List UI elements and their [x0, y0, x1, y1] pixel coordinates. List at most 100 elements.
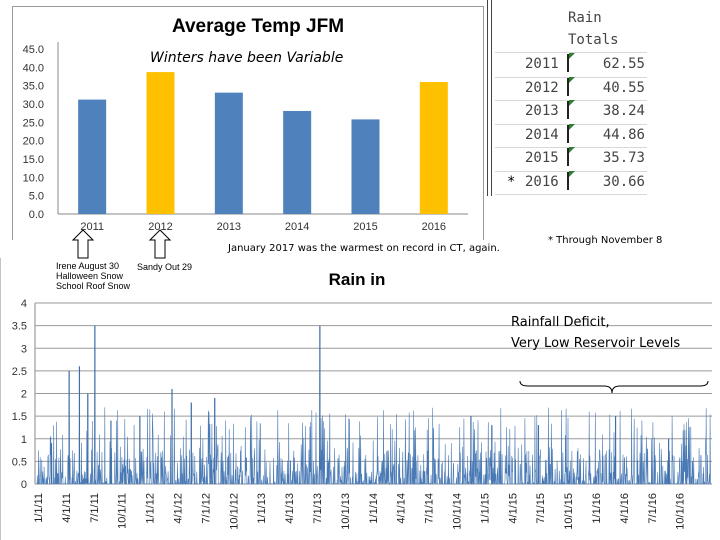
row-bracket-icon	[567, 171, 572, 190]
cell-flag-icon	[569, 100, 575, 106]
temp-y-tick: 25.0	[23, 117, 44, 129]
rain-x-tick: 10/1/15	[563, 493, 575, 530]
temp-chart-frame	[12, 6, 484, 240]
event-arrows	[71, 229, 172, 259]
rain-y-tick: 1.5	[12, 411, 27, 423]
rain-x-tick: 10/1/14	[452, 493, 464, 530]
deficit-line-2: Very Low Reservoir Levels	[511, 336, 681, 351]
row-bracket-icon	[567, 101, 572, 119]
rain-x-tick: 10/1/11	[117, 493, 129, 529]
row-bracket-icon	[567, 148, 572, 166]
deficit-line-1: Rainfall Deficit,	[511, 315, 610, 330]
row-bracket-icon	[567, 77, 572, 96]
temp-y-tick: 10.0	[23, 172, 44, 184]
rain-row-total: 44.86	[602, 126, 645, 143]
rain-x-tick: 1/1/16	[591, 493, 603, 524]
rain-x-tick: 7/1/14	[424, 493, 436, 524]
cell-flag-icon	[569, 76, 575, 83]
rain-series-line	[36, 325, 712, 486]
rain-x-tick: 7/1/13	[312, 493, 324, 524]
rain-x-tick: 4/1/14	[396, 493, 408, 524]
rain-x-tick: 1/1/11	[33, 493, 45, 523]
rain-x-tick: 4/1/13	[284, 493, 296, 524]
temp-x-tick: 2013	[217, 221, 241, 233]
rain-x-tick: 7/1/16	[647, 493, 659, 524]
table-header-totals: Totals	[568, 32, 619, 48]
rain-x-tick: 7/1/11	[89, 493, 101, 523]
temp-y-tick: 0.0	[29, 209, 44, 221]
rain-row-2012: 2012 40.55	[495, 76, 647, 101]
rain-y-tick: 2.5	[12, 366, 27, 378]
rain-x-tick: 1/1/12	[145, 493, 157, 524]
rain-row-year: 2014	[525, 126, 559, 143]
rain-row-year: 2011	[525, 56, 559, 72]
through-note: * Through November 8	[548, 235, 663, 246]
rain-y-tick: 4	[21, 298, 27, 310]
temp-bar-2014	[283, 110, 312, 214]
temp-bar-2016	[419, 82, 448, 214]
temp-y-tick: 15.0	[23, 154, 44, 166]
irene-note: Irene August 30 Halloween Snow School Ro…	[56, 261, 130, 291]
rain-x-tick: 10/1/12	[228, 493, 240, 530]
rain-row-2015: 2015 35.73	[495, 147, 647, 172]
deficit-brace	[519, 380, 709, 394]
rain-y-tick: 0.5	[12, 456, 27, 468]
rain-x-tick: 4/1/16	[619, 493, 631, 524]
temp-x-tick: 2016	[422, 221, 446, 233]
temp-y-tick: 30.0	[23, 99, 44, 111]
rain-y-tick: 3	[21, 343, 27, 355]
rain-y-tick: 0	[21, 479, 27, 491]
sandy-note: Sandy Out 29	[137, 262, 193, 272]
deficit-note: Rainfall Deficit, Very Low Reservoir Lev…	[511, 312, 680, 354]
rain-totals-table: Rain Totals 2011 62.55 2012 40.55 2013 38.24 2…	[487, 0, 720, 228]
rain-x-tick: 1/1/14	[368, 493, 380, 524]
cell-flag-icon	[569, 147, 575, 153]
rain-row-year: 2013	[525, 103, 559, 119]
temp-chart-title: Average Temp JFM	[172, 16, 344, 37]
temp-bar-2012	[146, 72, 175, 214]
temp-x-tick: 2015	[353, 221, 377, 233]
temp-y-tick: 45.0	[23, 44, 44, 56]
rain-row-2014: 2014 44.86	[495, 123, 647, 148]
temp-x-tick: 2011	[80, 221, 104, 233]
rain-y-tick: 2	[21, 389, 27, 401]
rain-row-marker: *	[507, 173, 516, 190]
irene-line-1: Irene August 30	[56, 261, 120, 271]
rain-row-year: 2012	[525, 79, 559, 96]
rain-x-tick: 1/1/15	[479, 493, 491, 524]
rain-line-chart: Rain in 0 0.5 1 1.5 2 2.5 3 3.5 4 1/1/11 4/1/11 7/…	[0, 258, 712, 540]
temp-y-tick: 40.0	[23, 62, 44, 74]
rain-row-2013: 2013 38.24	[495, 100, 647, 125]
rain-x-tick: 10/1/16	[675, 493, 687, 530]
cell-flag-icon	[569, 53, 575, 59]
rain-x-tick: 10/1/13	[340, 493, 352, 530]
temp-bar-2015	[351, 119, 380, 214]
table-left-border-inner	[491, 0, 492, 196]
irene-line-2: Halloween Snow	[56, 271, 124, 281]
table-left-border	[487, 0, 488, 196]
temp-bar-2011	[78, 99, 107, 214]
irene-arrow-icon	[71, 229, 95, 259]
irene-line-3: School Roof Snow	[56, 281, 131, 291]
rain-row-2016: * 2016 30.66	[495, 170, 647, 195]
rain-row-2011: 2011 62.55	[495, 53, 647, 78]
rain-row-total: 35.73	[602, 150, 645, 166]
rain-y-tick: 1	[21, 434, 27, 446]
temp-bar-chart: Average Temp JFM 0.0 5.0 10.0 15.0 20.0 25.0 3…	[23, 16, 468, 233]
temp-y-tick: 20.0	[23, 136, 44, 148]
rain-row-year: 2016	[525, 173, 559, 190]
table-header-rain: Rain	[568, 10, 602, 26]
temp-bar-2013	[214, 92, 243, 214]
temp-chart-subtitle: Winters have been Variable	[150, 50, 344, 66]
rain-x-tick: 7/1/15	[535, 493, 547, 524]
row-bracket-icon	[567, 124, 572, 143]
temp-y-tick: 5.0	[29, 191, 44, 203]
rain-chart-title: Rain in	[329, 270, 386, 289]
rain-y-tick: 3.5	[12, 321, 27, 333]
rain-x-tick: 4/1/12	[173, 493, 185, 524]
temp-y-tick: 35.0	[23, 81, 44, 93]
rain-row-total: 38.24	[602, 103, 645, 119]
rain-row-total: 30.66	[602, 173, 645, 190]
rain-x-tick: 4/1/11	[61, 493, 73, 523]
cell-flag-icon	[569, 123, 575, 130]
